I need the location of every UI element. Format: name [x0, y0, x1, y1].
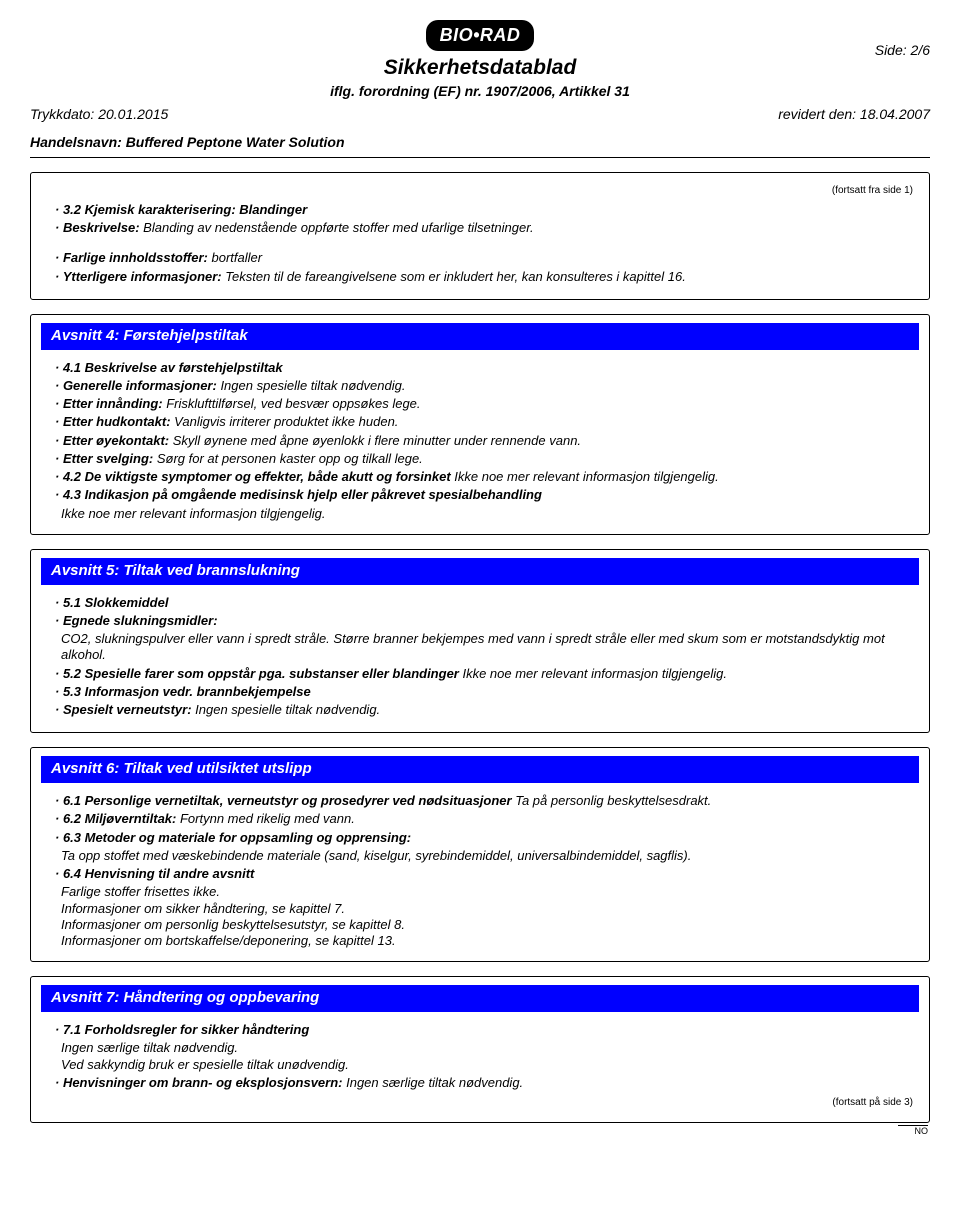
s7-1-s1: Ingen særlige tiltak nødvendig.: [61, 1040, 913, 1056]
section-3-continued: (fortsatt fra side 1) · 3.2 Kjemisk kara…: [30, 172, 930, 300]
page-number: Side: 2/6: [875, 42, 930, 60]
description-text: Blanding av nedenstående oppførte stoffe…: [140, 220, 534, 235]
revision-date: revidert den: 18.04.2007: [778, 106, 930, 124]
s4-3-sub: Ikke noe mer relevant informasjon tilgje…: [61, 506, 913, 522]
continued-from-label: (fortsatt fra side 1): [47, 185, 913, 198]
hazardous-text: bortfaller: [208, 250, 262, 265]
section-7-heading: Avsnitt 7: Håndtering og oppbevaring: [41, 985, 919, 1012]
section-4: Avsnitt 4: Førstehjelpstiltak · 4.1 Besk…: [30, 314, 930, 535]
s4-general-lead: · Generelle informasjoner:: [55, 378, 217, 393]
s6-3-sub: Ta opp stoffet med væskebindende materia…: [61, 848, 913, 864]
s7-1-lead: · 7.1 Forholdsregler for sikker håndteri…: [55, 1022, 309, 1037]
page-header: BIO•RAD Side: 2/6 Sikkerhetsdatablad ifl…: [30, 20, 930, 158]
s4-swallow-lead: · Etter svelging:: [55, 451, 153, 466]
s5-equip-lead: · Spesielt verneutstyr:: [55, 702, 192, 717]
s7-1-s2: Ved sakkyndig bruk er spesielle tiltak u…: [61, 1057, 913, 1073]
document-subtitle: iflg. forordning (EF) nr. 1907/2006, Art…: [30, 83, 930, 101]
s6-4-s4: Informasjoner om bortskaffelse/deponerin…: [61, 933, 913, 949]
item-3-2-lead: · 3.2 Kjemisk karakterisering: Blandinge…: [55, 202, 307, 217]
s5-2-text: Ikke noe mer relevant informasjon tilgje…: [459, 666, 727, 681]
s7-fire-text: Ingen særlige tiltak nødvendig.: [343, 1075, 524, 1090]
s6-4-lead: · 6.4 Henvisning til andre avsnitt: [55, 866, 254, 881]
s4-3-lead: · 4.3 Indikasjon på omgående medisinsk h…: [55, 487, 542, 502]
s6-1-lead: · 6.1 Personlige vernetiltak, verneutsty…: [55, 793, 512, 808]
s5-3-lead: · 5.3 Informasjon vedr. brannbekjempelse: [55, 684, 311, 699]
s4-1-lead: · 4.1 Beskrivelse av førstehjelpstiltak: [55, 360, 283, 375]
s5-1-lead: · 5.1 Slokkemiddel: [55, 595, 168, 610]
s4-eye-text: Skyll øynene med åpne øyenlokk i flere m…: [169, 433, 581, 448]
section-4-heading: Avsnitt 4: Førstehjelpstiltak: [41, 323, 919, 350]
s6-2-lead: · 6.2 Miljøverntiltak:: [55, 811, 176, 826]
s4-inhalation-text: Frisklufttilførsel, ved besvær oppsøkes …: [163, 396, 421, 411]
footer-country-code: NO: [30, 1125, 930, 1137]
s6-4-s1: Farlige stoffer frisettes ikke.: [61, 884, 913, 900]
s5-media-sub: CO2, slukningspulver eller vann i spredt…: [61, 631, 913, 664]
s4-inhalation-lead: · Etter innånding:: [55, 396, 163, 411]
s6-1-text: Ta på personlig beskyttelsesdrakt.: [512, 793, 712, 808]
s6-4-s3: Informasjoner om personlig beskyttelsesu…: [61, 917, 913, 933]
print-date: Trykkdato: 20.01.2015: [30, 106, 168, 124]
section-6: Avsnitt 6: Tiltak ved utilsiktet utslipp…: [30, 747, 930, 962]
s4-2-text: Ikke noe mer relevant informasjon tilgje…: [451, 469, 719, 484]
continued-on-label: (fortsatt på side 3): [47, 1097, 913, 1110]
brand-logo: BIO•RAD: [426, 20, 535, 51]
s5-media-lead: · Egnede slukningsmidler:: [55, 613, 218, 628]
section-5-heading: Avsnitt 5: Tiltak ved brannslukning: [41, 558, 919, 585]
s4-2-lead: · 4.2 De viktigste symptomer og effekter…: [55, 469, 451, 484]
section-7: Avsnitt 7: Håndtering og oppbevaring · 7…: [30, 976, 930, 1122]
s5-equip-text: Ingen spesielle tiltak nødvendig.: [192, 702, 381, 717]
s4-skin-lead: · Etter hudkontakt:: [55, 414, 171, 429]
description-lead: · Beskrivelse:: [55, 220, 140, 235]
s5-2-lead: · 5.2 Spesielle farer som oppstår pga. s…: [55, 666, 459, 681]
s4-swallow-text: Sørg for at personen kaster opp og tilka…: [153, 451, 423, 466]
s6-2-text: Fortynn med rikelig med vann.: [176, 811, 354, 826]
s4-eye-lead: · Etter øyekontakt:: [55, 433, 169, 448]
hazardous-lead: · Farlige innholdsstoffer:: [55, 250, 208, 265]
s6-3-lead: · 6.3 Metoder og materiale for oppsamlin…: [55, 830, 411, 845]
s7-fire-lead: · Henvisninger om brann- og eksplosjonsv…: [55, 1075, 343, 1090]
further-info-text: Teksten til de fareangivelsene som er in…: [222, 269, 686, 284]
section-5: Avsnitt 5: Tiltak ved brannslukning · 5.…: [30, 549, 930, 734]
s4-skin-text: Vanligvis irriterer produktet ikke huden…: [171, 414, 399, 429]
document-title: Sikkerhetsdatablad: [30, 55, 930, 81]
s4-general-text: Ingen spesielle tiltak nødvendig.: [217, 378, 406, 393]
trade-name: Handelsnavn: Buffered Peptone Water Solu…: [30, 134, 930, 152]
section-6-heading: Avsnitt 6: Tiltak ved utilsiktet utslipp: [41, 756, 919, 783]
s6-4-s2: Informasjoner om sikker håndtering, se k…: [61, 901, 913, 917]
further-info-lead: · Ytterligere informasjoner:: [55, 269, 222, 284]
